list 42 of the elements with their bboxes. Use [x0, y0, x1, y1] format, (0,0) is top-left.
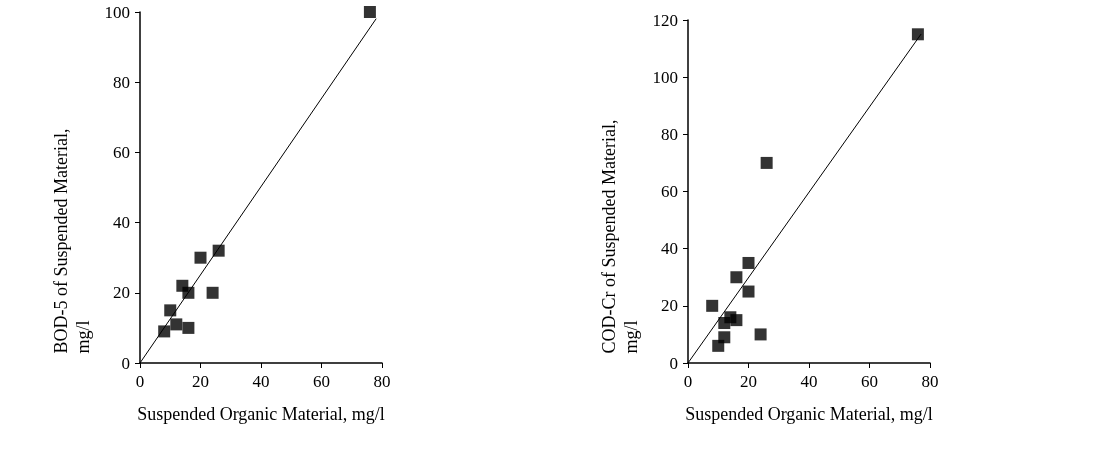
x-tick-label: 0: [683, 372, 693, 391]
x-tick-label: 60: [861, 372, 878, 391]
y-tick-label: 0: [669, 353, 678, 373]
y-tick-label: 40: [113, 213, 130, 233]
y-tick-label: 80: [113, 72, 130, 92]
y-tick-label: 80: [661, 124, 678, 144]
x-tick-label: 20: [740, 372, 757, 391]
point: [206, 286, 219, 299]
point: [363, 6, 376, 18]
y-tick-label: 60: [661, 182, 678, 201]
point: [742, 285, 755, 298]
x-axis-title: Suspended Organic Material, mg/l: [685, 404, 933, 424]
point: [911, 28, 924, 41]
point: [712, 339, 725, 352]
y-tick-label: 60: [113, 142, 130, 162]
point: [170, 318, 183, 331]
x-tick-label: 80: [921, 372, 939, 391]
point: [194, 251, 207, 264]
point: [754, 328, 767, 341]
point: [730, 271, 743, 284]
x-tick-label: 60: [313, 372, 330, 391]
point: [742, 256, 755, 269]
y-axis-title: COD-Cr of Suspended Material, mg/l: [599, 115, 641, 354]
point: [760, 156, 773, 169]
point: [164, 304, 177, 317]
point: [182, 321, 195, 334]
x-axis-title: Suspended Organic Material, mg/l: [137, 404, 385, 424]
x-tick-label: 40: [252, 372, 270, 391]
y-tick-label: 40: [661, 239, 678, 259]
x-tick-label: 20: [192, 372, 209, 391]
y-axis-title: BOD-5 of Suspended Material, mg/l: [51, 124, 93, 354]
x-tick-label: 0: [135, 372, 145, 391]
y-tick-label: 120: [652, 10, 678, 30]
point: [706, 299, 719, 312]
y-tick-label: 20: [661, 296, 678, 316]
y-tick-label: 0: [121, 353, 130, 373]
y-tick-label: 100: [652, 67, 678, 87]
x-tick-label: 80: [373, 372, 391, 391]
y-tick-label: 20: [113, 283, 130, 303]
point: [730, 314, 743, 327]
x-tick-label: 40: [800, 372, 818, 391]
y-tick-label: 100: [104, 2, 130, 22]
